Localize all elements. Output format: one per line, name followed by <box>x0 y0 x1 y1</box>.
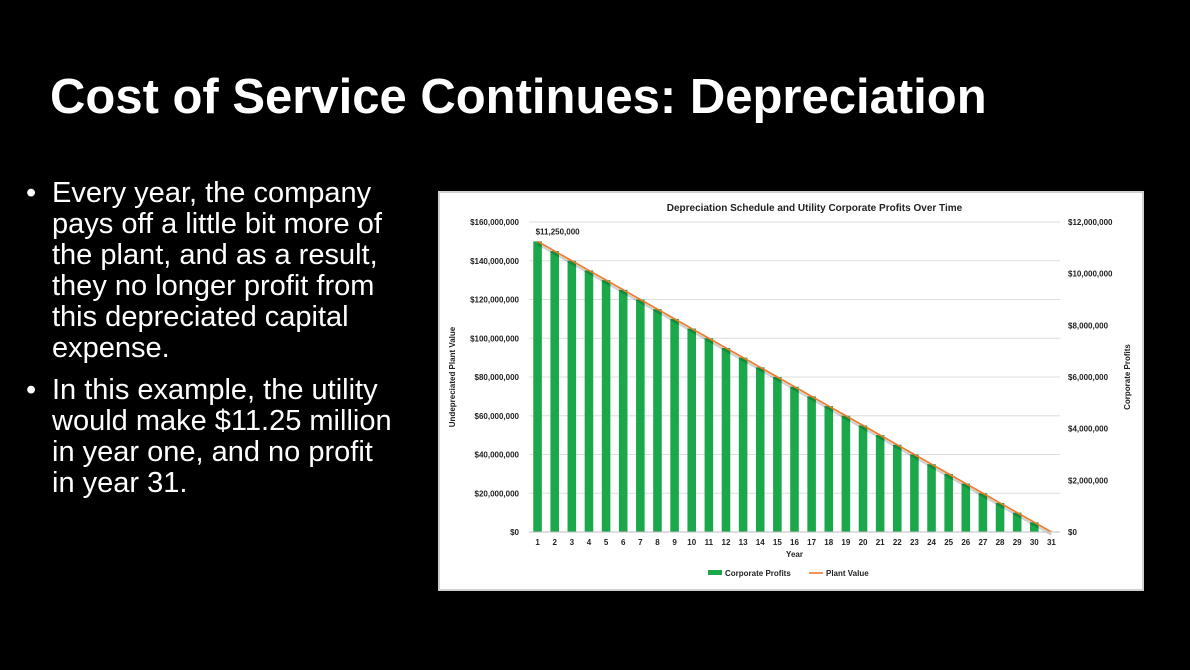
plant-value-line-shadow <box>536 242 1053 536</box>
profit-bar <box>738 357 748 532</box>
x-tick-label: 26 <box>961 538 970 547</box>
depreciation-chart: Depreciation Schedule and Utility Corpor… <box>448 203 1132 578</box>
x-tick-label: 25 <box>944 538 953 547</box>
profit-bar <box>601 280 611 532</box>
bullet-text: Every year, the company pays off a littl… <box>52 177 382 364</box>
profit-bar <box>704 338 714 532</box>
x-axis-title: Year <box>786 550 803 559</box>
x-tick-label: 10 <box>687 538 696 547</box>
y2-tick-label: $8,000,000 <box>1068 321 1109 330</box>
y-tick-label: $120,000,000 <box>470 296 519 305</box>
x-tick-label: 28 <box>996 538 1005 547</box>
bullet-list: • Every year, the company pays off a lit… <box>26 178 398 510</box>
profit-bar <box>773 377 782 532</box>
x-tick-label: 11 <box>705 538 714 547</box>
x-tick-label: 9 <box>672 538 677 547</box>
y-tick-label: $80,000,000 <box>475 373 520 382</box>
x-tick-label: 4 <box>587 538 592 547</box>
profit-bar <box>961 483 971 532</box>
bullet-dot: • <box>26 177 37 209</box>
y-tick-label: $40,000,000 <box>475 451 520 460</box>
profit-bar <box>1012 512 1022 532</box>
x-tick-label: 7 <box>638 538 643 547</box>
bullet-text: In this example, the utility would make … <box>52 374 392 499</box>
profit-bar <box>910 454 919 532</box>
profit-bar <box>670 318 679 532</box>
x-tick-label: 6 <box>621 538 626 547</box>
legend-swatch-bar <box>708 570 722 575</box>
y2-tick-label: $2,000,000 <box>1068 476 1109 485</box>
y-tick-label: $60,000,000 <box>475 412 520 421</box>
profit-bar <box>653 309 662 532</box>
x-tick-label: 2 <box>552 538 557 547</box>
x-tick-label: 21 <box>876 538 885 547</box>
x-tick-label: 5 <box>604 538 609 547</box>
x-tick-label: 24 <box>927 538 936 547</box>
x-tick-label: 23 <box>910 538 919 547</box>
legend-label: Plant Value <box>826 569 869 578</box>
chart-title: Depreciation Schedule and Utility Corpor… <box>667 203 963 214</box>
x-tick-label: 16 <box>790 538 799 547</box>
profit-bar <box>995 502 1005 532</box>
x-tick-label: 19 <box>841 538 850 547</box>
x-tick-label: 13 <box>739 538 748 547</box>
profit-bar <box>755 367 765 532</box>
x-tick-label: 20 <box>859 538 868 547</box>
profit-bar <box>944 473 953 532</box>
profit-bar <box>584 270 594 532</box>
profit-bar <box>927 464 936 532</box>
profit-bar <box>636 299 645 532</box>
x-tick-label: 8 <box>655 538 660 547</box>
profit-bar <box>618 289 628 532</box>
y-tick-label: $160,000,000 <box>470 218 519 227</box>
profit-bar <box>721 347 731 532</box>
x-tick-label: 27 <box>978 538 987 547</box>
profit-bar <box>687 328 697 532</box>
x-tick-label: 15 <box>773 538 782 547</box>
x-tick-label: 18 <box>824 538 833 547</box>
x-tick-label: 12 <box>722 538 731 547</box>
y2-axis-title: Corporate Profits <box>1123 344 1132 410</box>
profit-bar <box>841 415 851 532</box>
profit-bar <box>978 493 988 532</box>
profit-bar <box>533 241 542 532</box>
plant-value-line <box>537 240 1052 533</box>
profit-bar <box>550 251 559 532</box>
slide-title: Cost of Service Continues: Depreciation <box>50 70 987 124</box>
legend-label: Corporate Profits <box>725 569 791 578</box>
y-tick-label: $20,000,000 <box>475 489 520 498</box>
x-tick-label: 1 <box>535 538 540 547</box>
y2-tick-label: $0 <box>1068 528 1077 537</box>
chart-container: Depreciation Schedule and Utility Corpor… <box>438 191 1144 591</box>
profit-bar <box>567 260 577 532</box>
profit-bar <box>875 435 885 532</box>
y-tick-label: $140,000,000 <box>470 257 519 266</box>
data-label: $11,250,000 <box>536 227 581 236</box>
x-tick-label: 22 <box>893 538 902 547</box>
profit-bar <box>790 386 799 532</box>
y2-tick-label: $12,000,000 <box>1068 218 1113 227</box>
x-tick-label: 31 <box>1047 538 1056 547</box>
profit-bar <box>892 444 902 532</box>
bullet-dot: • <box>26 374 37 406</box>
x-tick-label: 29 <box>1013 538 1022 547</box>
y2-tick-label: $4,000,000 <box>1068 425 1109 434</box>
y-axis-title: Undepreciated Plant Value <box>448 326 457 427</box>
profit-bar <box>858 425 868 532</box>
bullet-item: • In this example, the utility would mak… <box>26 375 398 499</box>
y2-tick-label: $10,000,000 <box>1068 270 1113 279</box>
profit-bar <box>807 396 816 532</box>
y-tick-label: $0 <box>510 528 519 537</box>
x-tick-label: 17 <box>807 538 816 547</box>
y2-tick-label: $6,000,000 <box>1068 373 1109 382</box>
y-tick-label: $100,000,000 <box>470 334 519 343</box>
profit-bar <box>824 406 834 532</box>
x-tick-label: 30 <box>1030 538 1039 547</box>
x-tick-label: 14 <box>756 538 765 547</box>
x-tick-label: 3 <box>570 538 575 547</box>
bullet-item: • Every year, the company pays off a lit… <box>26 178 398 364</box>
profit-bar <box>1030 522 1039 532</box>
